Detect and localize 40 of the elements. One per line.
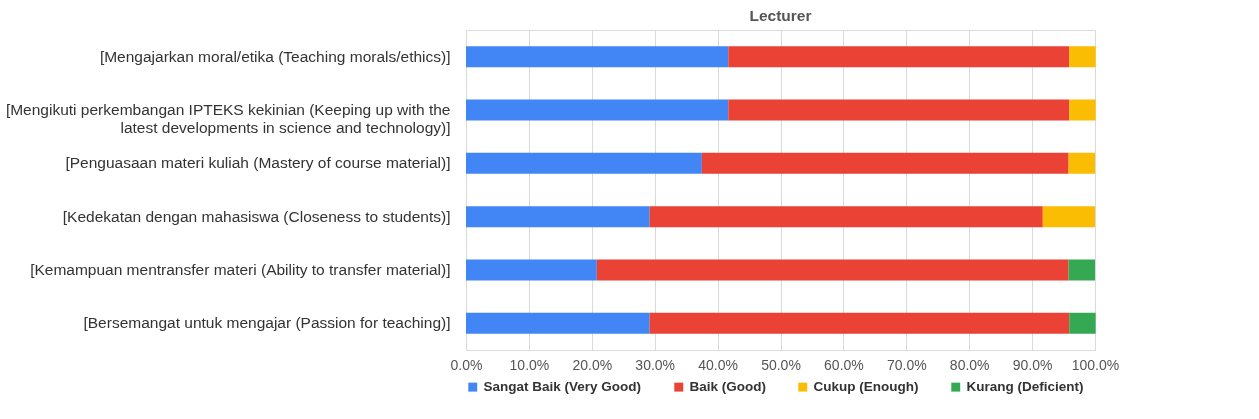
y-tick-label: [Kedekatan dengan mahasiswa (Closeness to students)]	[62, 207, 451, 225]
bar	[596, 259, 1069, 281]
bar	[466, 206, 650, 228]
x-tick-label: 70.0%	[886, 356, 927, 373]
bar	[1068, 152, 1095, 174]
x-tick-label: 100.0%	[1071, 356, 1120, 373]
x-tick-label: 10.0%	[509, 356, 550, 373]
bar	[466, 99, 729, 121]
y-tick-label: [Mengikuti perkembangan IPTEKS kekinian (Keeping up with the latest developments in science and technology)]	[5, 101, 451, 136]
bar	[466, 46, 729, 68]
legend-label: Cukup (Enough)	[813, 379, 919, 395]
legend-label: Kurang (Deficient)	[966, 379, 1084, 395]
bar	[1068, 259, 1095, 281]
bar	[1069, 99, 1096, 121]
bar	[466, 152, 702, 174]
y-tick-label: [Penguasaan materi kuliah (Mastery of course material)]	[65, 154, 451, 172]
bar	[728, 46, 1070, 68]
y-tick-label: [Bersemangat untuk mengajar (Passion for teaching)]	[83, 314, 451, 332]
x-tick-label: 20.0%	[572, 356, 613, 373]
x-tick-label: 0.0%	[450, 356, 483, 373]
bar	[649, 312, 1070, 334]
x-tick-label: 50.0%	[761, 356, 801, 373]
legend-label: Sangat Baik (Very Good)	[483, 379, 642, 395]
bar	[466, 312, 650, 334]
y-tick-label: [Kemampuan mentransfer materi (Ability to transfer material)]	[30, 261, 451, 278]
x-tick-label: 80.0%	[949, 356, 990, 373]
bar	[1069, 46, 1096, 68]
bar	[466, 259, 597, 281]
legend-label: Baik (Good)	[689, 379, 766, 395]
bar	[649, 206, 1043, 228]
bar	[701, 152, 1069, 174]
x-tick-label: 60.0%	[824, 356, 864, 373]
chart-title: Lecturer	[749, 6, 812, 24]
bar	[1069, 312, 1096, 334]
bar	[728, 99, 1070, 121]
y-tick-label: [Mengajarkan moral/etika (Teaching morals/ethics)]	[99, 47, 451, 65]
bar	[1042, 206, 1095, 228]
x-tick-label: 30.0%	[635, 356, 676, 373]
x-tick-label: 40.0%	[698, 356, 738, 373]
x-tick-label: 90.0%	[1012, 356, 1053, 373]
